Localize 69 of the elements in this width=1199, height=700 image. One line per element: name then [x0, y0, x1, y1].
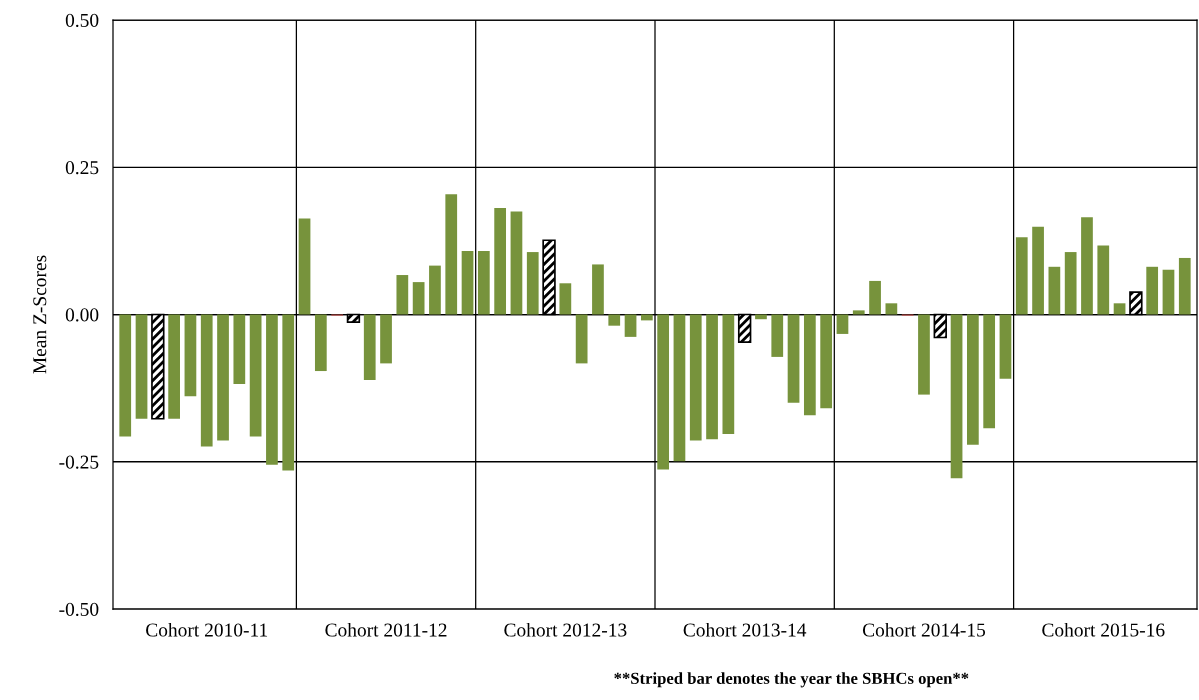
y-tick-label: 0.00	[65, 308, 99, 322]
bar	[983, 314, 996, 429]
bar	[1081, 217, 1093, 315]
x-tick-label: Cohort 2011-12	[325, 622, 447, 637]
bar	[689, 314, 702, 441]
bar	[803, 314, 816, 416]
x-tick-label: Cohort 2010-11	[146, 622, 268, 637]
bar	[412, 282, 425, 315]
bar	[657, 314, 670, 470]
bar	[1113, 303, 1126, 315]
bar	[363, 314, 376, 380]
bar	[249, 314, 262, 437]
x-tick-label: Cohort 2012-13	[504, 622, 627, 637]
bar	[1146, 266, 1159, 315]
y-axis-title: Mean Z-Scores	[33, 255, 47, 374]
bar	[1178, 257, 1191, 315]
x-tick-label: Cohort 2015-16	[1042, 622, 1165, 637]
bar	[282, 314, 295, 471]
bar	[494, 207, 507, 315]
bar	[869, 280, 881, 315]
y-tick-label: 0.50	[65, 13, 99, 28]
bar	[396, 275, 409, 315]
bar	[608, 314, 621, 326]
y-tick-label: -0.50	[59, 602, 99, 617]
bar	[836, 314, 849, 334]
bar	[918, 314, 930, 395]
bar	[526, 252, 539, 315]
bar	[673, 314, 686, 462]
bar	[266, 314, 278, 465]
bar	[1015, 237, 1028, 315]
bar	[1048, 266, 1061, 315]
bar	[314, 314, 327, 372]
bar	[380, 314, 392, 364]
bar	[1097, 245, 1110, 315]
bar	[592, 264, 604, 315]
bar	[950, 314, 963, 479]
bar	[1032, 226, 1044, 315]
bar	[200, 314, 213, 447]
bar	[852, 310, 865, 315]
bar	[885, 303, 898, 315]
text: **Striped bar denotes the year the SBHCs open**	[614, 672, 969, 688]
bar	[184, 314, 197, 397]
bar	[298, 218, 311, 315]
bar	[445, 194, 458, 315]
bar	[217, 314, 229, 441]
bar	[722, 314, 735, 435]
bar	[429, 265, 441, 315]
bar	[787, 314, 800, 403]
bar	[771, 314, 784, 357]
bar	[135, 314, 148, 419]
bar	[1162, 269, 1175, 315]
bar	[1064, 252, 1077, 315]
bar	[119, 314, 132, 437]
bar	[967, 314, 979, 445]
bar	[624, 314, 637, 337]
bar	[510, 211, 523, 315]
x-tick-label: Cohort 2014-15	[862, 622, 986, 637]
bar	[461, 250, 474, 315]
bar	[999, 314, 1012, 379]
bar	[820, 314, 833, 409]
bar	[168, 314, 180, 419]
bar	[559, 283, 572, 315]
x-tick-label: Cohort 2013-14	[683, 622, 807, 637]
bar	[575, 314, 588, 364]
bar	[233, 314, 246, 384]
bar	[477, 250, 490, 315]
y-tick-label: 0.25	[65, 161, 99, 175]
y-tick-label: -0.25	[59, 455, 99, 469]
bar	[706, 314, 718, 440]
